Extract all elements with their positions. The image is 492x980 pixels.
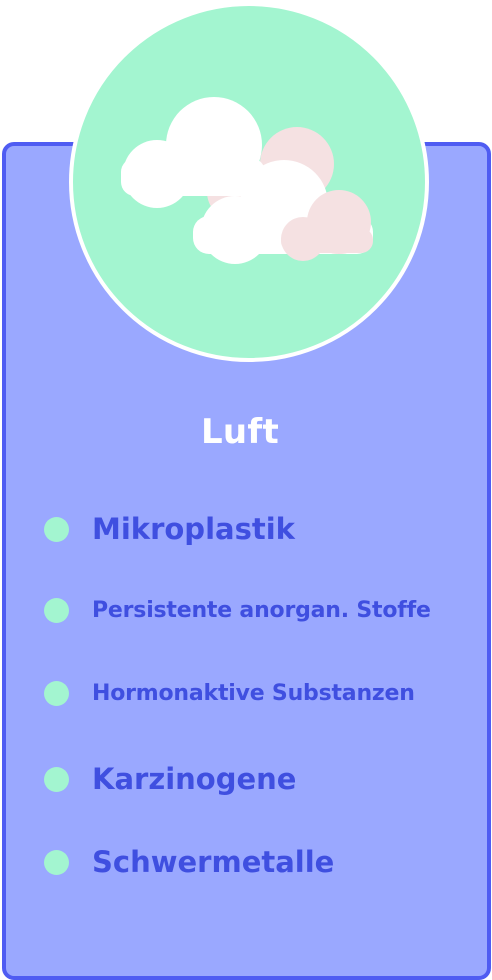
list-item-label: Hormonaktive Substanzen [92, 681, 415, 706]
clouds-icon [121, 97, 373, 264]
list-item-label: Karzinogene [92, 762, 297, 796]
bullet-dot-icon [44, 849, 69, 875]
list-item-label: Schwermetalle [92, 845, 335, 879]
list-item: Hormonaktive Substanzen [44, 681, 415, 706]
list-item: Mikroplastik [44, 512, 295, 546]
icon-badge [69, 2, 429, 362]
list-item-label: Persistente anorgan. Stoffe [92, 598, 431, 623]
bullet-dot-icon [44, 681, 69, 706]
bullet-dot-icon [44, 598, 69, 623]
bullet-dot-icon [44, 766, 69, 792]
list-item: Karzinogene [44, 762, 296, 796]
list-item: Schwermetalle [44, 845, 334, 879]
card-title: Luft [200, 412, 280, 452]
bullet-dot-icon [44, 516, 69, 542]
list-item-label: Mikroplastik [92, 512, 295, 546]
list-item: Persistente anorgan. Stoffe [44, 598, 431, 623]
